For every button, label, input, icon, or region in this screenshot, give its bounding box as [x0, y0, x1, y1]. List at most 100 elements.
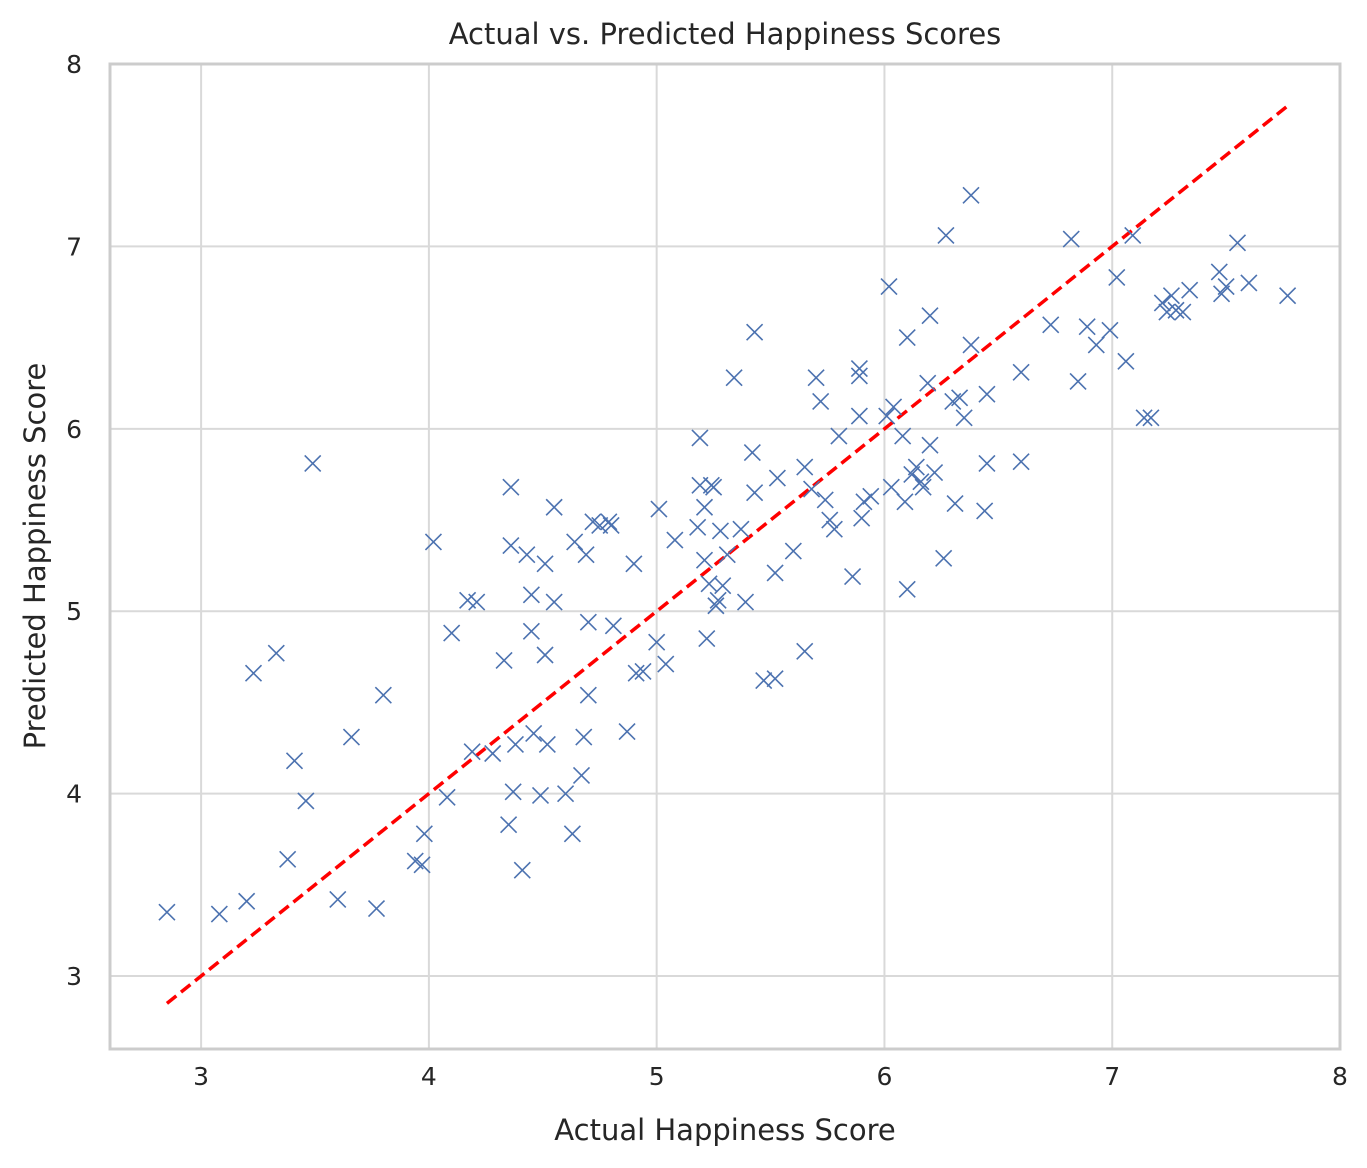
data-point [689, 518, 707, 536]
data-point [802, 480, 821, 498]
data-point [1117, 352, 1135, 370]
data-point [536, 646, 554, 664]
data-point [691, 429, 709, 447]
data-point [566, 533, 584, 551]
data-point [413, 856, 431, 874]
data-point [158, 903, 176, 921]
data-point [914, 478, 932, 496]
data-point [525, 724, 543, 743]
data-point [821, 511, 839, 529]
data-point [210, 905, 228, 923]
data-point [285, 752, 304, 770]
data-point [374, 686, 392, 704]
data-point [1042, 316, 1060, 334]
data-point [1124, 226, 1142, 245]
data-point [853, 509, 871, 527]
data-point [538, 735, 556, 753]
data-point [648, 633, 666, 651]
data-point [579, 613, 597, 631]
y-tick-label: 8 [66, 50, 82, 79]
data-point [443, 624, 461, 642]
data-point [297, 792, 315, 810]
data-point [743, 443, 761, 462]
x-tick-label: 8 [1332, 1062, 1348, 1091]
reference-line-group [165, 104, 1289, 1005]
y-tick-label: 5 [66, 597, 82, 626]
x-tick-labels: 3 4 5 6 7 8 [193, 1062, 1348, 1091]
data-point [1069, 372, 1087, 390]
data-point [907, 458, 925, 476]
data-point [577, 546, 595, 564]
data-point [714, 577, 732, 595]
data-point [978, 454, 996, 473]
data-point [768, 469, 786, 487]
data-point [244, 664, 263, 682]
data-point [602, 516, 620, 535]
data-point [816, 491, 834, 509]
y-tick-label: 7 [66, 232, 82, 261]
data-point [736, 593, 755, 611]
data-point [1012, 453, 1030, 471]
y-tick-label: 6 [66, 415, 82, 444]
data-point [807, 369, 825, 387]
data-point [880, 277, 898, 296]
data-point [766, 564, 784, 582]
y-axis-label: Predicted Happiness Score [18, 363, 52, 750]
data-point [267, 644, 285, 662]
data-point [746, 323, 764, 341]
data-point [796, 458, 814, 476]
data-point [732, 520, 750, 538]
y-tick-labels: 3 4 5 6 7 8 [66, 50, 82, 991]
data-point [718, 546, 736, 564]
data-point [531, 786, 550, 805]
data-point [976, 502, 994, 520]
data-point [1135, 409, 1153, 427]
x-tick-label: 6 [876, 1062, 892, 1091]
data-point [1210, 263, 1228, 281]
data-point [862, 487, 880, 505]
data-points [158, 186, 1297, 923]
data-point [600, 513, 618, 531]
reference-line [165, 104, 1289, 1005]
data-point [1181, 281, 1199, 299]
data-point [563, 825, 581, 843]
data-point [500, 816, 518, 834]
data-point [634, 662, 652, 680]
data-point [1174, 303, 1192, 321]
data-point [1142, 409, 1160, 427]
data-point [894, 427, 912, 445]
data-point [545, 498, 563, 516]
data-point [951, 389, 969, 407]
data-point [962, 186, 980, 204]
data-point [830, 427, 848, 445]
data-point [1108, 268, 1126, 286]
data-point [912, 473, 930, 491]
data-point [925, 464, 944, 482]
data-point [898, 580, 916, 598]
data-point [625, 555, 643, 573]
y-tick-label: 3 [66, 962, 82, 991]
data-point [1087, 336, 1105, 354]
x-tick-label: 7 [1104, 1062, 1120, 1091]
data-point [855, 493, 873, 511]
data-point [705, 478, 723, 496]
data-point [937, 226, 955, 245]
data-point [502, 536, 520, 555]
data-point [518, 546, 536, 564]
data-point [1101, 321, 1119, 339]
data-point [502, 478, 520, 496]
data-point [522, 586, 540, 604]
data-point [695, 498, 714, 516]
data-point [698, 630, 716, 648]
data-point [657, 655, 675, 673]
data-point [1062, 230, 1080, 248]
data-point [878, 407, 896, 425]
data-point [746, 484, 764, 502]
data-point [604, 617, 622, 635]
data-point [755, 671, 773, 690]
data-point [946, 495, 964, 513]
data-point [1153, 294, 1171, 312]
data-point [962, 336, 980, 354]
data-point [843, 567, 862, 586]
data-point [700, 575, 718, 593]
